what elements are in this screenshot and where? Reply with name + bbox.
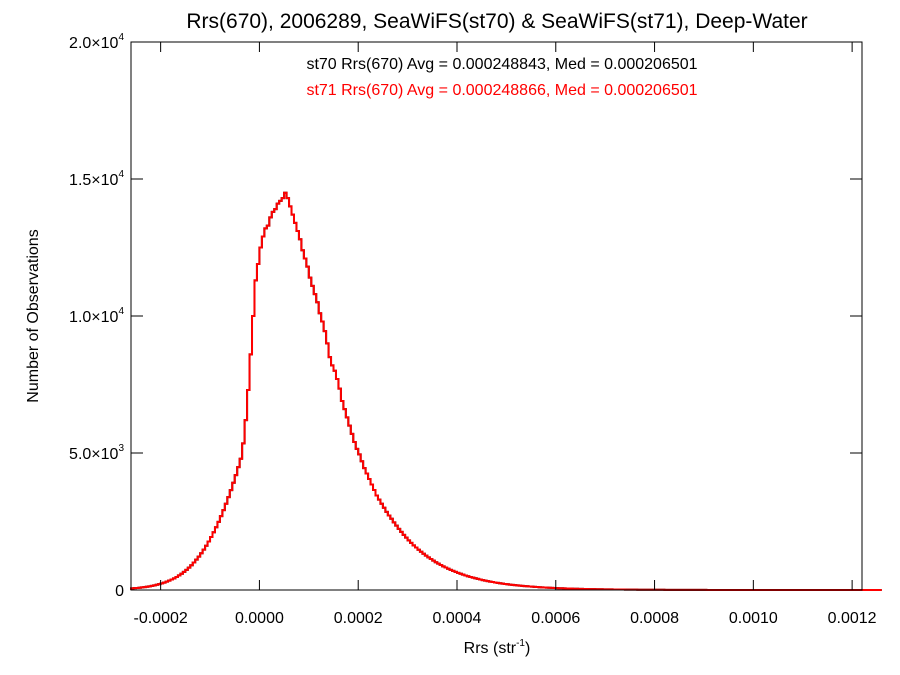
y-tick-label: 5.0×103 xyxy=(69,443,124,463)
annotation-2: st71 Rrs(670) Avg = 0.000248866, Med = 0… xyxy=(306,82,697,99)
y-tick-label: 2.0×104 xyxy=(69,32,124,52)
x-tick-label: 0.0002 xyxy=(334,610,383,627)
annotations: st70 Rrs(670) Avg = 0.000248843, Med = 0… xyxy=(306,56,697,99)
annotation-1: st70 Rrs(670) Avg = 0.000248843, Med = 0… xyxy=(306,56,697,73)
y-tick-label: 0 xyxy=(115,583,124,600)
x-axis: -0.0002 0.0000 0.0002 0.0004 0.0006 0.0008 0.0… xyxy=(134,42,877,627)
x-tick-label: 0.0008 xyxy=(630,610,679,627)
x-tick-label: 0.0000 xyxy=(235,610,284,627)
x-tick-label: 0.0010 xyxy=(729,610,778,627)
plot-frame xyxy=(130,41,863,591)
chart-title: Rrs(670), 2006289, SeaWiFS(st70) & SeaWi… xyxy=(186,10,807,33)
x-tick-label: -0.0002 xyxy=(134,610,188,627)
y-axis-label: Number of Observations xyxy=(25,229,42,402)
x-axis-label: Rrs (str-1) xyxy=(464,638,531,657)
series-st70-line xyxy=(130,191,882,591)
series-layer xyxy=(130,191,882,591)
series-st71-line xyxy=(130,191,882,591)
x-tick-label: 0.0004 xyxy=(433,610,482,627)
x-tick-label: 0.0006 xyxy=(531,610,580,627)
y-axis: 0 5.0×103 1.0×104 1.5×104 2.0×104 xyxy=(69,32,862,600)
y-tick-label: 1.5×104 xyxy=(69,169,124,189)
y-tick-label: 1.0×104 xyxy=(69,306,124,326)
x-tick-label: 0.0012 xyxy=(828,610,877,627)
